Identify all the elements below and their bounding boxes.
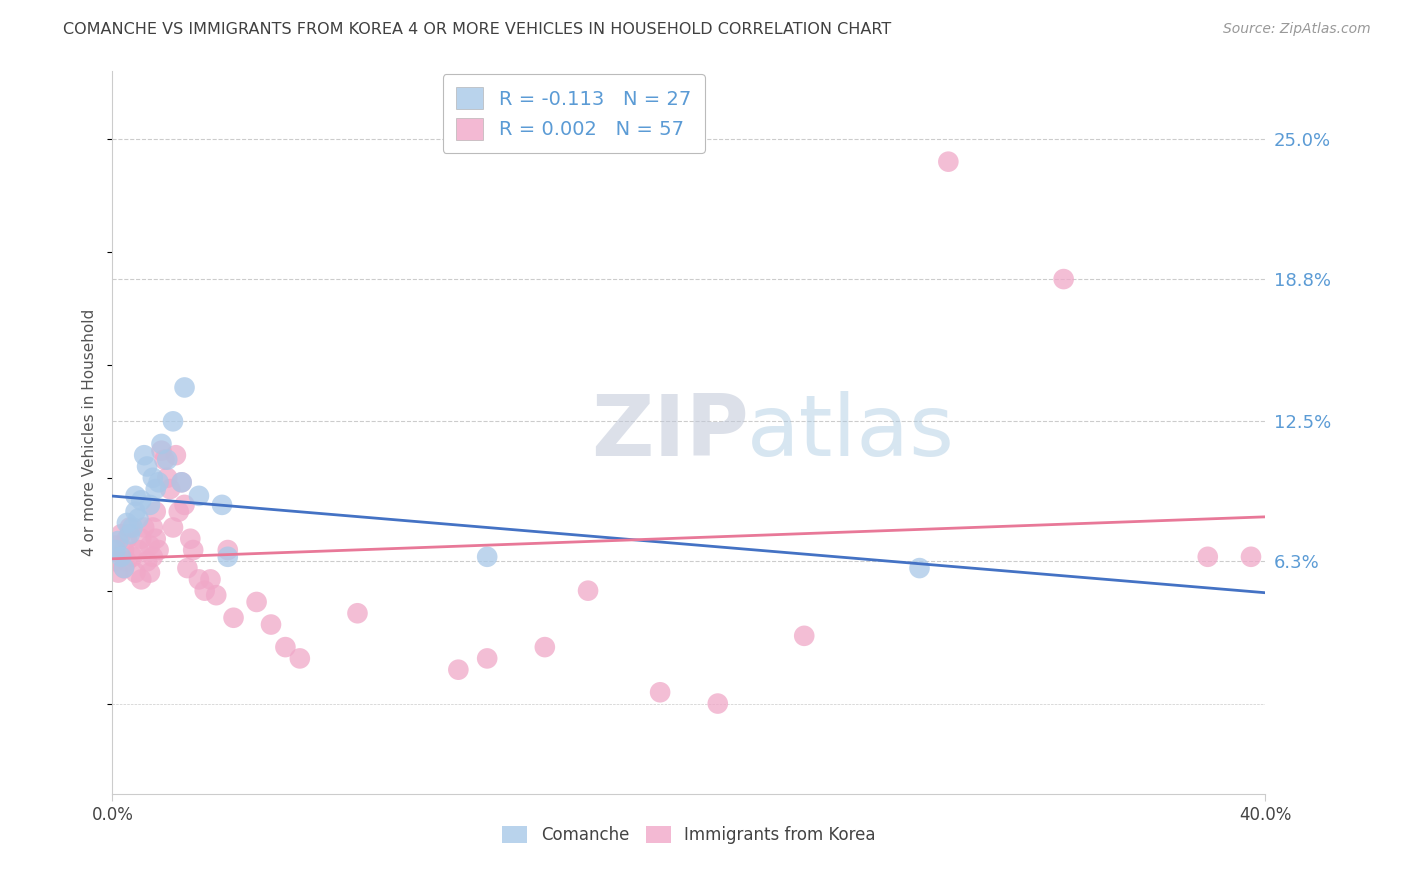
Point	[118, 520, 141, 534]
Point	[260, 617, 283, 632]
Point	[134, 520, 156, 534]
Y-axis label: 4 or more Vehicles in Household: 4 or more Vehicles in Household	[82, 309, 97, 557]
Point	[145, 532, 167, 546]
Point	[127, 543, 149, 558]
Point	[156, 452, 179, 467]
Point	[156, 471, 179, 485]
Point	[139, 498, 162, 512]
Point	[112, 561, 135, 575]
Point	[211, 498, 233, 512]
Point	[170, 475, 193, 490]
Point	[222, 611, 245, 625]
Point	[124, 489, 146, 503]
Point	[162, 414, 184, 428]
Text: atlas: atlas	[747, 391, 955, 475]
Point	[179, 532, 201, 546]
Point	[181, 543, 204, 558]
Point	[194, 583, 217, 598]
Legend: Comanche, Immigrants from Korea: Comanche, Immigrants from Korea	[496, 819, 882, 851]
Point	[205, 588, 228, 602]
Point	[142, 549, 165, 564]
Point	[170, 475, 193, 490]
Point	[167, 505, 190, 519]
Point	[534, 640, 557, 654]
Point	[121, 520, 143, 534]
Point	[107, 533, 129, 548]
Point	[129, 493, 153, 508]
Point	[139, 566, 162, 580]
Point	[124, 566, 146, 580]
Point	[148, 475, 170, 490]
Point	[115, 532, 138, 546]
Point	[288, 651, 311, 665]
Point	[793, 629, 815, 643]
Point	[173, 498, 195, 512]
Point	[127, 511, 149, 525]
Point	[104, 539, 127, 553]
Point	[145, 482, 167, 496]
Point	[136, 459, 159, 474]
Point	[136, 554, 159, 568]
Point	[148, 543, 170, 558]
Point	[447, 663, 470, 677]
Point	[150, 437, 173, 451]
Point	[1197, 549, 1219, 564]
Point	[134, 448, 156, 462]
Text: COMANCHE VS IMMIGRANTS FROM KOREA 4 OR MORE VEHICLES IN HOUSEHOLD CORRELATION CH: COMANCHE VS IMMIGRANTS FROM KOREA 4 OR M…	[63, 22, 891, 37]
Point	[104, 554, 127, 568]
Point	[707, 697, 730, 711]
Point	[112, 561, 135, 575]
Point	[118, 527, 141, 541]
Point	[162, 520, 184, 534]
Point	[159, 482, 181, 496]
Point	[115, 516, 138, 530]
Point	[173, 380, 195, 394]
Point	[112, 543, 135, 558]
Point	[115, 554, 138, 568]
Point	[153, 452, 176, 467]
Point	[142, 471, 165, 485]
Point	[200, 573, 222, 587]
Point	[107, 566, 129, 580]
Point	[475, 549, 499, 564]
Point	[110, 549, 132, 564]
Point	[129, 573, 153, 587]
Point	[576, 583, 599, 598]
Point	[142, 520, 165, 534]
Point	[188, 489, 211, 503]
Point	[124, 505, 146, 519]
Point	[346, 607, 368, 621]
Point	[110, 527, 132, 541]
Text: Source: ZipAtlas.com: Source: ZipAtlas.com	[1223, 22, 1371, 37]
Point	[129, 532, 153, 546]
Point	[1240, 549, 1263, 564]
Point	[104, 543, 127, 558]
Point	[165, 448, 187, 462]
Point	[274, 640, 297, 654]
Point	[246, 595, 269, 609]
Point	[176, 561, 198, 575]
Point	[936, 154, 959, 169]
Point	[188, 573, 211, 587]
Point	[475, 651, 499, 665]
Point	[145, 505, 167, 519]
Point	[139, 539, 162, 553]
Text: ZIP: ZIP	[591, 391, 748, 475]
Point	[908, 561, 931, 575]
Point	[650, 685, 672, 699]
Point	[150, 443, 173, 458]
Point	[1053, 272, 1076, 286]
Point	[121, 549, 143, 564]
Point	[217, 543, 239, 558]
Point	[217, 549, 239, 564]
